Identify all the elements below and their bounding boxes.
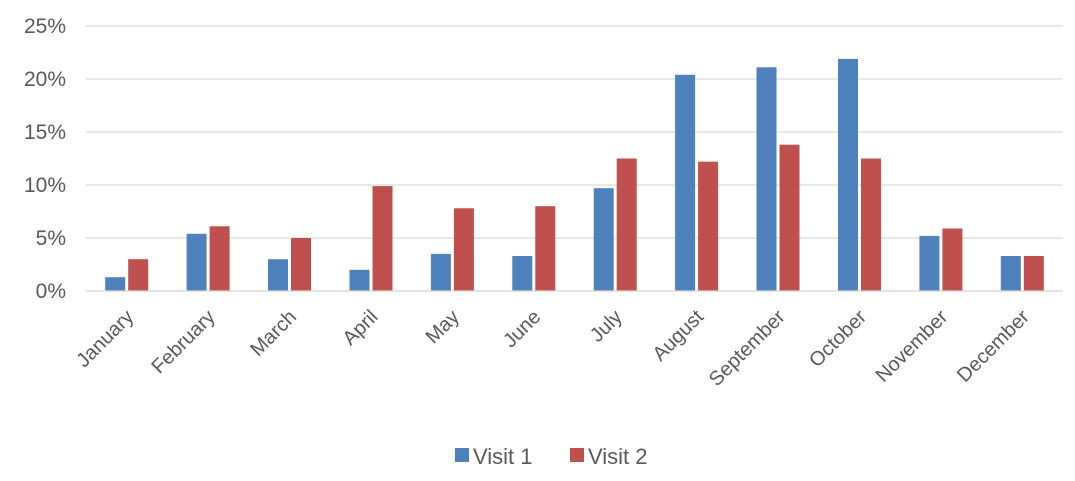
bar-visit-1-may [430, 253, 451, 291]
bar-visit-1-january [105, 277, 126, 291]
bar-visit-1-june [512, 256, 533, 291]
gridlines [86, 25, 1063, 292]
legend: Visit 1 Visit 2 [455, 444, 648, 469]
x-tick-label: November [872, 306, 953, 387]
x-tick-label: February [148, 306, 220, 378]
x-tick-label: June [499, 306, 545, 352]
y-tick-label: 0% [36, 280, 66, 303]
bar-visit-1-march [268, 259, 288, 291]
bar-visit-2-october [861, 158, 881, 291]
bar-visit-2-march [291, 238, 311, 291]
legend-swatch-visit-2 [570, 448, 584, 462]
x-tick-label: May [422, 306, 464, 348]
y-tick-label: 20% [24, 68, 66, 91]
bar-visit-1-august [675, 74, 696, 291]
x-tick-label: August [649, 306, 709, 366]
x-tick-label: October [805, 306, 871, 372]
bar-visit-1-december [1000, 256, 1021, 291]
bar-visit-1-july [593, 188, 614, 291]
bar-visit-1-september [756, 67, 777, 291]
bar-visit-2-december [1023, 256, 1044, 291]
bar-visit-2-april [372, 186, 393, 291]
x-tick-label: April [339, 306, 383, 350]
bar-visit-2-january [128, 259, 149, 291]
bar-visit-2-june [535, 206, 556, 291]
bars [105, 58, 1044, 292]
bar-visit-2-august [698, 161, 719, 291]
y-tick-label: 5% [36, 227, 66, 250]
bar-visit-2-july [616, 158, 637, 291]
legend-label-visit-2: Visit 2 [588, 444, 648, 469]
bar-visit-1-february [186, 233, 207, 291]
y-axis: 0% 5% 10% 15% 20% 25% [24, 15, 66, 303]
bar-visit-1-november [919, 235, 940, 291]
y-tick-label: 25% [24, 15, 66, 38]
x-tick-label: January [72, 306, 138, 372]
x-tick-label: July [586, 306, 627, 347]
legend-swatch-visit-1 [455, 448, 469, 462]
x-tick-label: March [246, 306, 301, 361]
bar-visit-2-may [453, 208, 474, 291]
bar-visit-2-february [209, 226, 230, 291]
y-tick-label: 15% [24, 121, 66, 144]
bar-visit-2-november [942, 228, 963, 291]
y-tick-label: 10% [24, 174, 66, 197]
x-tick-label: December [953, 306, 1034, 387]
x-tick-label: September [705, 306, 790, 391]
legend-label-visit-1: Visit 1 [473, 444, 533, 469]
bar-visit-1-april [349, 269, 370, 291]
bar-visit-2-september [779, 144, 800, 291]
x-axis: January February March April May June July Augu… [72, 290, 1063, 391]
bar-visit-1-october [838, 58, 858, 292]
